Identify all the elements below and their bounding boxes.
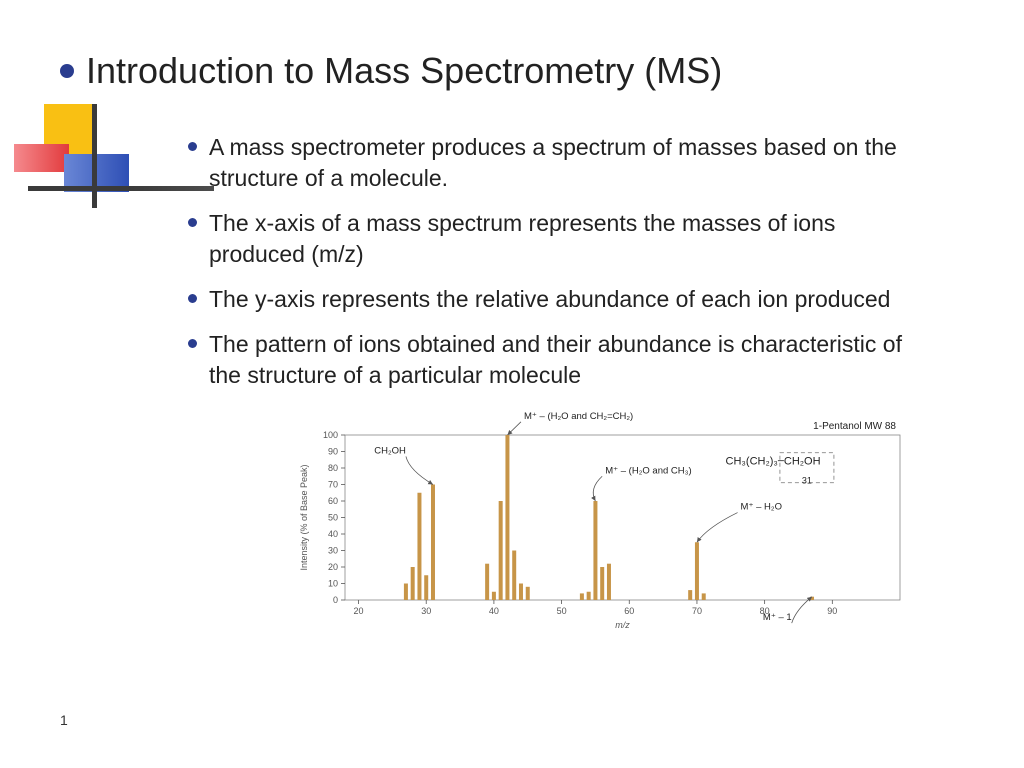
svg-text:30: 30 bbox=[328, 546, 338, 556]
bullet-item: The x-axis of a mass spectrum represents… bbox=[188, 208, 934, 270]
svg-text:M⁺ – 1: M⁺ – 1 bbox=[763, 612, 792, 623]
bullet-text: The y-axis represents the relative abund… bbox=[209, 284, 890, 315]
svg-text:100: 100 bbox=[323, 430, 338, 440]
svg-text:20: 20 bbox=[354, 606, 364, 616]
svg-text:M⁺ – (H₂O and CH₂=CH₂): M⁺ – (H₂O and CH₂=CH₂) bbox=[524, 411, 633, 422]
slide: Introduction to Mass Spectrometry (MS) A… bbox=[0, 0, 1024, 768]
svg-text:60: 60 bbox=[328, 496, 338, 506]
svg-text:31: 31 bbox=[802, 476, 812, 486]
svg-text:CH₂OH: CH₂OH bbox=[374, 446, 406, 457]
svg-text:60: 60 bbox=[624, 606, 634, 616]
bullet-item: A mass spectrometer produces a spectrum … bbox=[188, 132, 934, 194]
bullet-text: The pattern of ions obtained and their a… bbox=[209, 329, 934, 391]
bullet-item: The y-axis represents the relative abund… bbox=[188, 284, 934, 315]
svg-text:40: 40 bbox=[328, 529, 338, 539]
svg-text:40: 40 bbox=[489, 606, 499, 616]
svg-text:CH₂OH: CH₂OH bbox=[784, 456, 821, 468]
svg-text:0: 0 bbox=[333, 595, 338, 605]
svg-text:1-Pentanol MW 88: 1-Pentanol MW 88 bbox=[813, 421, 896, 432]
bullet-dot-icon bbox=[188, 142, 197, 151]
svg-text:CH₃(CH₂)₃: CH₃(CH₂)₃ bbox=[726, 456, 778, 468]
svg-text:70: 70 bbox=[692, 606, 702, 616]
title-bullet-icon bbox=[60, 64, 74, 78]
svg-text:70: 70 bbox=[328, 480, 338, 490]
bullet-list: A mass spectrometer produces a spectrum … bbox=[188, 132, 934, 391]
bullet-text: The x-axis of a mass spectrum represents… bbox=[209, 208, 934, 270]
svg-text:m/z: m/z bbox=[615, 620, 630, 630]
svg-text:90: 90 bbox=[827, 606, 837, 616]
svg-text:10: 10 bbox=[328, 579, 338, 589]
svg-text:50: 50 bbox=[328, 513, 338, 523]
bullet-dot-icon bbox=[188, 218, 197, 227]
svg-text:90: 90 bbox=[328, 447, 338, 457]
svg-text:Intensity (% of Base Peak): Intensity (% of Base Peak) bbox=[299, 465, 309, 571]
svg-text:M⁺ – (H₂O and CH₃): M⁺ – (H₂O and CH₃) bbox=[605, 466, 691, 477]
bullet-text: A mass spectrometer produces a spectrum … bbox=[209, 132, 934, 194]
slide-decoration-icon bbox=[14, 104, 214, 214]
svg-text:50: 50 bbox=[557, 606, 567, 616]
mass-spectrum-chart: 01020304050607080901002030405060708090m/… bbox=[290, 405, 920, 635]
bullet-dot-icon bbox=[188, 294, 197, 303]
svg-text:30: 30 bbox=[421, 606, 431, 616]
page-number: 1 bbox=[60, 712, 68, 728]
svg-text:20: 20 bbox=[328, 562, 338, 572]
slide-title: Introduction to Mass Spectrometry (MS) bbox=[86, 50, 722, 92]
svg-text:M⁺ – H₂O: M⁺ – H₂O bbox=[741, 502, 782, 513]
bullet-dot-icon bbox=[188, 339, 197, 348]
title-row: Introduction to Mass Spectrometry (MS) bbox=[60, 50, 964, 92]
bullet-item: The pattern of ions obtained and their a… bbox=[188, 329, 934, 391]
svg-text:80: 80 bbox=[328, 463, 338, 473]
